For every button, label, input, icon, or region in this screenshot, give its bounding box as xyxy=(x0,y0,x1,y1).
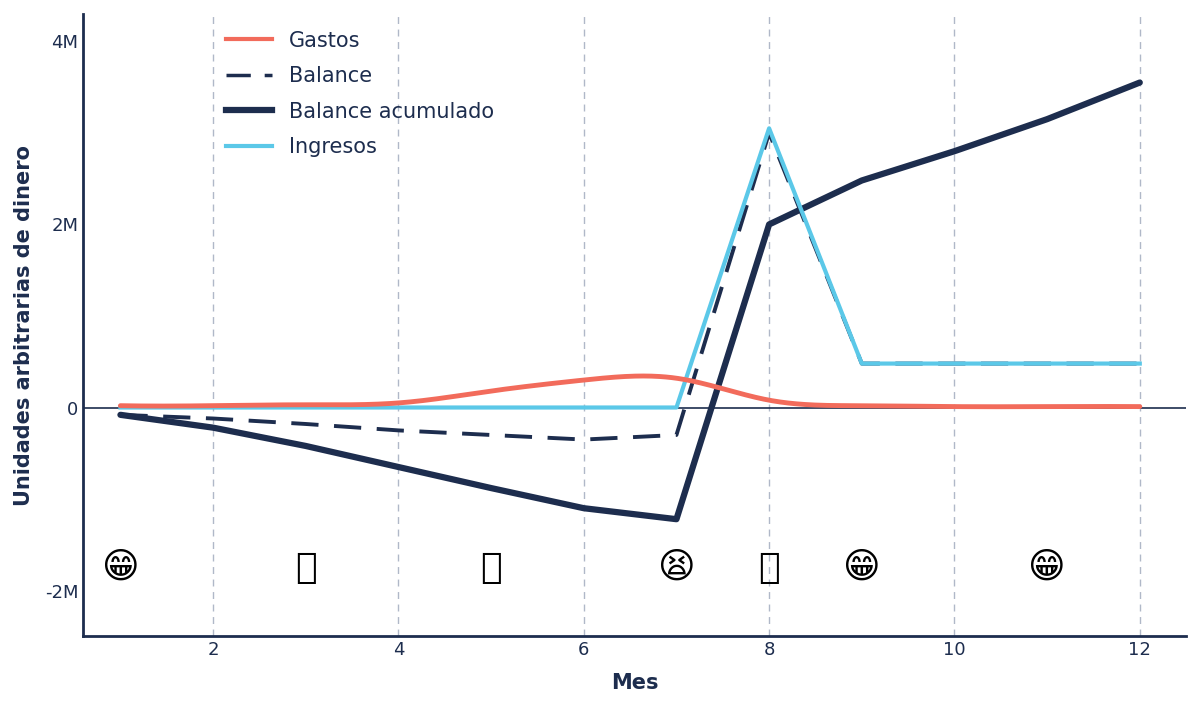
Gastos xyxy=(1112,402,1127,411)
Balance xyxy=(113,411,127,419)
Balance acumulado xyxy=(391,463,406,472)
Balance acumulado xyxy=(854,176,869,185)
Balance xyxy=(391,426,406,435)
Text: 🙂: 🙂 xyxy=(295,551,317,585)
Legend: Gastos, Balance, Balance acumulado, Ingresos: Gastos, Balance, Balance acumulado, Ingr… xyxy=(226,30,493,158)
Balance acumulado xyxy=(947,147,961,156)
Balance xyxy=(576,436,590,444)
Gastos xyxy=(113,402,127,410)
Line: Balance: Balance xyxy=(120,133,1140,440)
Balance xyxy=(206,414,221,423)
Balance xyxy=(1040,359,1055,368)
Ingresos xyxy=(947,359,961,368)
Ingresos xyxy=(391,403,406,411)
Balance xyxy=(484,431,498,439)
X-axis label: Mes: Mes xyxy=(611,673,659,693)
Gastos xyxy=(667,373,682,382)
Balance xyxy=(1133,359,1147,368)
Ingresos xyxy=(206,403,221,411)
Gastos xyxy=(598,374,612,382)
Y-axis label: Unidades arbitrarias de dinero: Unidades arbitrarias de dinero xyxy=(14,145,34,506)
Gastos xyxy=(985,402,1000,411)
Line: Ingresos: Ingresos xyxy=(120,128,1140,407)
Balance acumulado xyxy=(299,442,313,450)
Line: Balance acumulado: Balance acumulado xyxy=(120,83,1140,519)
Balance acumulado xyxy=(484,484,498,492)
Ingresos xyxy=(1133,359,1147,368)
Balance xyxy=(670,431,684,439)
Ingresos xyxy=(762,124,776,132)
Text: 😁: 😁 xyxy=(1028,551,1066,585)
Balance acumulado xyxy=(670,515,684,523)
Balance acumulado xyxy=(1133,78,1147,87)
Gastos xyxy=(604,373,618,382)
Balance xyxy=(854,359,869,368)
Text: 🙁: 🙁 xyxy=(480,551,502,585)
Gastos xyxy=(722,386,737,395)
Gastos xyxy=(950,402,965,411)
Balance acumulado xyxy=(1040,115,1055,124)
Ingresos xyxy=(113,403,127,411)
Gastos xyxy=(1133,402,1147,411)
Ingresos xyxy=(484,403,498,411)
Balance acumulado xyxy=(206,423,221,432)
Balance acumulado xyxy=(576,504,590,513)
Balance acumulado xyxy=(113,411,127,419)
Balance xyxy=(947,359,961,368)
Ingresos xyxy=(576,403,590,411)
Balance xyxy=(762,129,776,137)
Ingresos xyxy=(1040,359,1055,368)
Balance xyxy=(299,420,313,428)
Ingresos xyxy=(299,403,313,411)
Text: 😁: 😁 xyxy=(102,551,139,585)
Text: 😁: 😁 xyxy=(842,551,881,585)
Ingresos xyxy=(854,359,869,368)
Balance acumulado xyxy=(762,220,776,228)
Line: Gastos: Gastos xyxy=(120,376,1140,407)
Text: 😫: 😫 xyxy=(658,551,695,585)
Text: 🙂: 🙂 xyxy=(758,551,780,585)
Gastos xyxy=(636,372,650,380)
Ingresos xyxy=(670,403,684,411)
